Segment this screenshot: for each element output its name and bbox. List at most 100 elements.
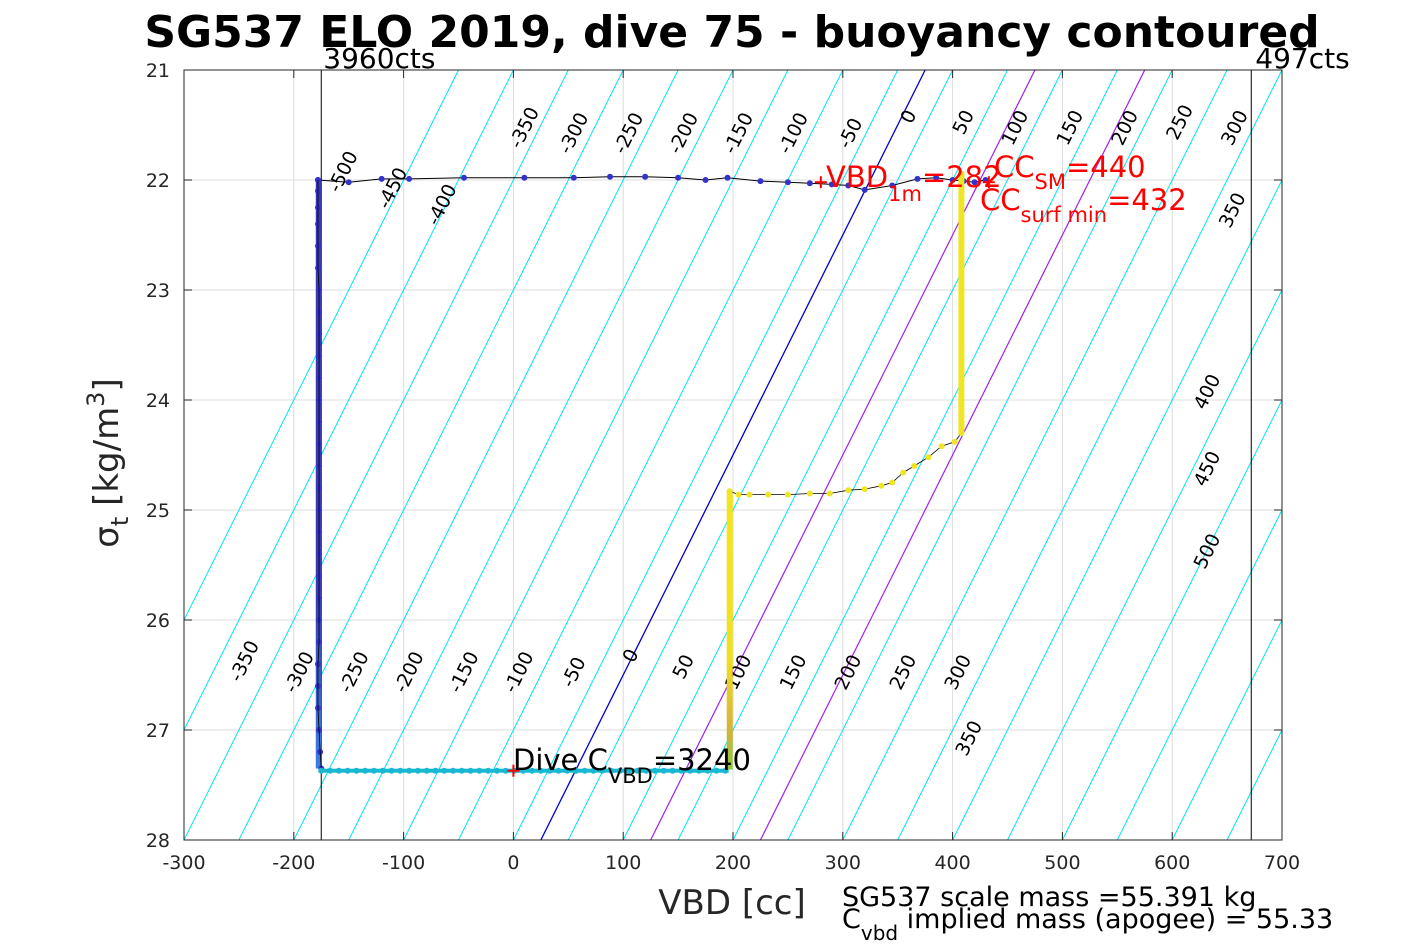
bottom-track-point [713,767,720,774]
x-tick-label: 700 [1264,852,1300,874]
ascent-point [784,491,791,498]
contour-line [184,70,569,840]
x-tick-label: 500 [1044,852,1080,874]
ascent-point [878,482,885,489]
bottom-track-point [529,767,536,774]
upper-track-point [828,181,835,188]
upper-track-point [933,174,940,181]
dive-cvbd-annotation: Dive CVBD=3240 [513,743,751,788]
ascent-point [726,488,733,495]
contour-line [1171,618,1282,840]
bottom-track-point [669,767,676,774]
y-tick-label: 22 [146,170,170,192]
bottom-track-point [564,767,571,774]
upper-track-point [861,186,868,193]
chart-title: SG537 ELO 2019, dive 75 - buoyancy conto… [144,7,1319,58]
y-axis-sub: t [106,517,134,526]
ascent-point [746,491,753,498]
dive-label: Dive C [513,743,608,777]
ascent-column [726,491,733,770]
upper-track-point [914,175,921,182]
upper-track-point [971,179,978,186]
upper-ascent-column [958,171,965,433]
y-tick-label: 23 [146,280,170,302]
ascent-point [735,491,742,498]
cvbd-sub: vbd [861,921,898,945]
y-tick-label: 25 [146,500,170,522]
x-tick-label: 300 [825,852,861,874]
contour-line [293,70,679,840]
upper-track-point [607,173,614,180]
bottom-track-point [432,767,439,774]
contour-line [1116,508,1282,840]
y-tick-label: 24 [146,390,170,412]
upper-track-point [521,174,528,181]
dive-sub: VBD [608,764,653,788]
upper-track-point [757,178,764,185]
zero-buoyancy-line [540,70,926,840]
bottom-track-point [467,767,474,774]
upper-track-point [642,173,649,180]
bottom-track-point [362,767,369,774]
bottom-track-point [634,767,641,774]
vbd-1m-annotation: VBD1m=282 [826,160,1002,206]
bottom-track-point [397,767,404,774]
contour-line [567,70,954,840]
descent-column [315,180,322,769]
upper-track-point [702,177,709,183]
contour-line [622,70,1008,840]
upper-track-point [949,177,956,183]
descent-line [317,180,322,769]
contour-line [842,70,1228,840]
x-tick-label: -200 [272,852,315,874]
contour-line [732,70,1118,840]
y-axis-sup: 3 [82,392,110,407]
bottom-track-point [546,767,553,774]
upper-track-point [845,182,852,189]
y-tick-label: 21 [146,60,170,82]
contour-line [1281,838,1282,840]
vbd-label: VBD [826,160,888,194]
upper-track-point [806,180,813,187]
upper-track-point [675,174,682,181]
x-tick-label: 400 [934,852,970,874]
cvbd-rest: implied mass (apogee) = 55.33 [898,904,1333,935]
upper-track-point [570,174,577,181]
y-axis-sigma: σ [87,526,127,548]
bottom-track-point [572,767,579,774]
bottom-track-point [388,767,395,774]
ccsurf-sub: surf min [1021,203,1108,227]
ascent-point [938,443,945,450]
buoyancy-contours [184,70,1282,840]
vbd-sub: 1m [888,182,922,206]
y-axis-label: σt [kg/m3] [82,378,134,547]
y-axis-end: ] [87,378,127,391]
bottom-track-point [625,767,632,774]
ascent-point [826,490,833,497]
contour-line [403,70,789,840]
bottom-track-point [555,767,562,774]
ccsm-label: CC [994,150,1035,184]
bottom-track-point [704,767,711,774]
contour-line [1061,398,1282,840]
x-tick-label: 100 [605,852,641,874]
bottom-track-point [414,767,421,774]
contour-line [1007,288,1282,840]
upper-track-point [784,179,791,186]
upper-track-point [889,182,896,189]
bottom-track-point [458,767,465,774]
cc-surf-min-annotation: CCsurf min=432 [980,183,1187,227]
vbd-value: =282 [922,160,1002,194]
x-axis-label: VBD [cc] [658,883,806,923]
contour-line [458,70,844,840]
contour-line [897,70,1282,840]
upper-track-point [724,174,731,181]
cvbd-mass-text: Cvbd implied mass (apogee) = 55.33 [842,904,1333,945]
bottom-track-point [520,767,527,774]
ascent-point [861,486,868,493]
bottom-track-point [590,767,597,774]
bottom-track-point [652,767,659,774]
bottom-track-point [678,767,685,774]
bottom-track-point [450,767,457,774]
ascent-point [900,469,907,476]
